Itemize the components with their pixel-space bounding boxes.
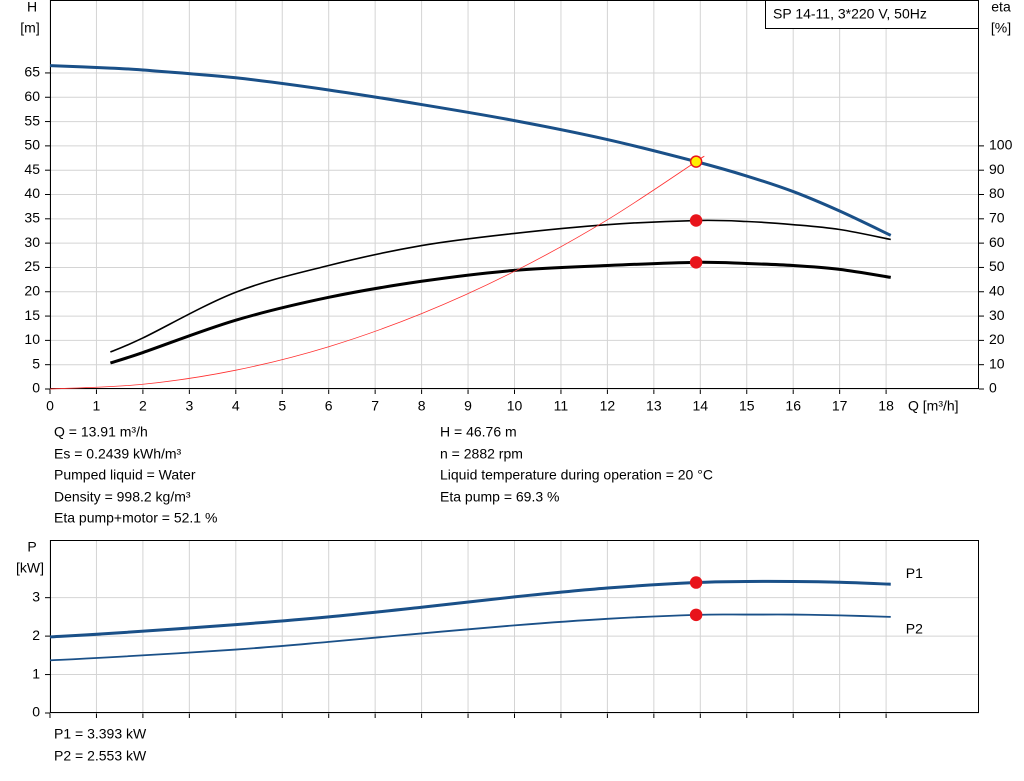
y2-axis-label: eta	[991, 0, 1011, 15]
x-tick-label: 1	[93, 398, 101, 414]
series-line	[110, 219, 891, 353]
y2-tick-label: 100	[989, 137, 1013, 153]
operating-point	[689, 576, 703, 589]
y2-tick-label: 30	[989, 307, 1005, 323]
y2-tick-label: 10	[989, 355, 1005, 371]
power-line: P2 = 2.553 kW	[54, 748, 147, 764]
y-tick-label: 30	[24, 234, 40, 250]
y-tick-label: 10	[24, 331, 40, 347]
info-line: Eta pump = 69.3 %	[440, 489, 559, 505]
x-tick-label: 9	[464, 398, 472, 414]
y2-tick-label: 80	[989, 185, 1005, 201]
y-tick-label: 35	[24, 210, 40, 226]
info-line: Liquid temperature during operation = 20…	[440, 467, 713, 483]
info-line: n = 2882 rpm	[440, 446, 523, 462]
y2-tick-label: 20	[989, 331, 1005, 347]
x-tick-label: 10	[507, 398, 523, 414]
x-tick-label: 18	[878, 398, 894, 414]
series-label: P1	[906, 565, 923, 581]
x-tick-label: 4	[232, 398, 240, 414]
y-tick-label: 3	[32, 588, 40, 604]
chart: 0 1 2 3 4 5 6 7 8 9 10 11 12 13 14 15 16 17 18051015202530…	[20, 0, 1013, 414]
x-axis-label: Q [m³/h]	[908, 398, 959, 414]
y-axis-label: P	[27, 539, 36, 555]
power-line: P1 = 3.393 kW	[54, 726, 147, 742]
y-tick-label: 0	[32, 380, 40, 396]
chart: 0 1 2 3 P [kW] P1 P2	[16, 539, 979, 720]
info-block: Q = 13.91 m³/h Es = 0.2439 kWh/m³ Pumped…	[54, 424, 713, 764]
y-tick-label: 40	[24, 185, 40, 201]
y2-axis-unit: [%]	[991, 20, 1011, 36]
operating-point	[689, 256, 703, 269]
y2-tick-label: 90	[989, 161, 1005, 177]
x-tick-label: 5	[278, 398, 286, 414]
y-tick-label: 60	[24, 88, 40, 104]
operating-point	[689, 214, 703, 227]
info-line: Density = 998.2 kg/m³	[54, 489, 191, 505]
y-tick-label: 2	[32, 627, 40, 643]
x-tick-label: 0	[46, 398, 54, 414]
info-line: Es = 0.2439 kWh/m³	[54, 446, 182, 462]
y-axis-unit: [m]	[20, 20, 39, 36]
y-axis-label: H	[27, 0, 37, 15]
plot-border	[50, 540, 979, 713]
info-line: Q = 13.91 m³/h	[54, 424, 148, 440]
y-tick-label: 55	[24, 112, 40, 128]
y-tick-label: 0	[32, 704, 40, 720]
operating-point	[689, 608, 703, 622]
x-tick-label: 15	[739, 398, 755, 414]
series-line	[49, 579, 891, 639]
series-line	[49, 613, 891, 662]
y2-tick-label: 60	[989, 234, 1005, 250]
y-tick-label: 50	[24, 137, 40, 153]
operating-point	[689, 155, 703, 168]
plot-border	[50, 0, 979, 389]
y-axis-unit: [kW]	[16, 560, 44, 576]
series-line	[109, 260, 891, 365]
y-tick-label: 1	[32, 665, 40, 681]
x-tick-label: 8	[418, 398, 426, 414]
chart-title: SP 14-11, 3*220 V, 50Hz	[773, 6, 927, 22]
info-line: Pumped liquid = Water	[54, 467, 196, 483]
x-tick-label: 14	[693, 398, 709, 414]
y2-tick-label: 50	[989, 258, 1005, 274]
y2-tick-label: 70	[989, 210, 1005, 226]
y2-tick-label: 0	[989, 380, 997, 396]
series-line	[49, 64, 892, 237]
x-tick-label: 16	[785, 398, 801, 414]
x-tick-label: 7	[371, 398, 379, 414]
info-line: Eta pump+motor = 52.1 %	[54, 510, 217, 526]
x-tick-label: 6	[325, 398, 333, 414]
y-tick-label: 65	[24, 64, 40, 80]
x-tick-label: 12	[600, 398, 616, 414]
series-line	[49, 155, 705, 390]
x-tick-label: 3	[185, 398, 193, 414]
y-tick-label: 20	[24, 282, 40, 298]
x-tick-label: 2	[139, 398, 147, 414]
title-box	[765, 0, 979, 29]
y-tick-label: 45	[24, 161, 40, 177]
y2-tick-label: 40	[989, 282, 1005, 298]
x-tick-label: 13	[646, 398, 662, 414]
x-tick-label: 17	[832, 398, 848, 414]
series-label: P2	[906, 621, 923, 637]
x-tick-label: 11	[554, 398, 569, 414]
y-tick-label: 15	[24, 307, 40, 323]
info-line: H = 46.76 m	[440, 424, 517, 440]
y-tick-label: 25	[24, 258, 40, 274]
y-tick-label: 5	[32, 355, 40, 371]
